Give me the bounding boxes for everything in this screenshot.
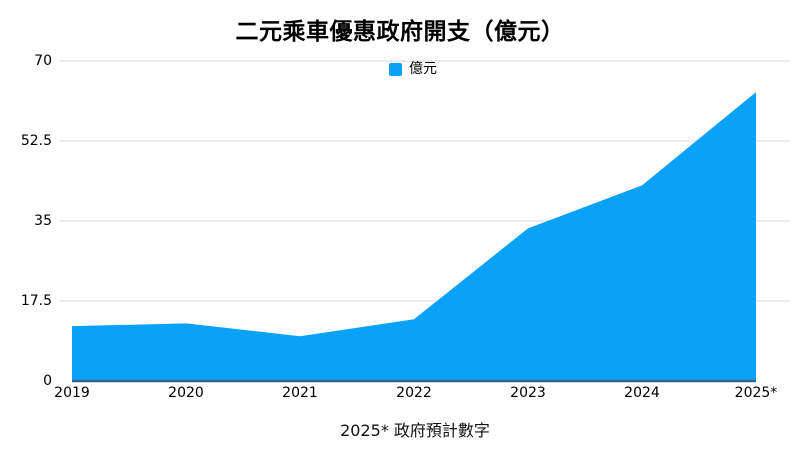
chart-title: 二元乘車優惠政府開支（億元） <box>235 19 565 45</box>
x-tick-label: 2019 <box>54 385 90 401</box>
x-tick-label: 2023 <box>510 385 546 401</box>
y-tick-label: 0 <box>43 373 52 389</box>
x-tick-label: 2022 <box>396 385 432 401</box>
area-series-shape <box>72 92 756 381</box>
x-tick-label: 2024 <box>624 385 660 401</box>
y-tick-label: 17.5 <box>20 293 52 309</box>
y-tick-label: 35 <box>34 213 52 229</box>
legend-label: 億元 <box>409 61 437 77</box>
chart-footnote: 2025* 政府預計數字 <box>340 421 490 440</box>
y-tick-label: 52.5 <box>20 133 52 149</box>
x-tick-label: 2020 <box>168 385 204 401</box>
x-tick-label: 2025* <box>734 385 778 401</box>
y-tick-label: 70 <box>34 53 52 69</box>
legend: 億元 <box>389 62 437 76</box>
x-tick-label: 2021 <box>282 385 318 401</box>
legend-swatch-icon <box>389 62 402 76</box>
